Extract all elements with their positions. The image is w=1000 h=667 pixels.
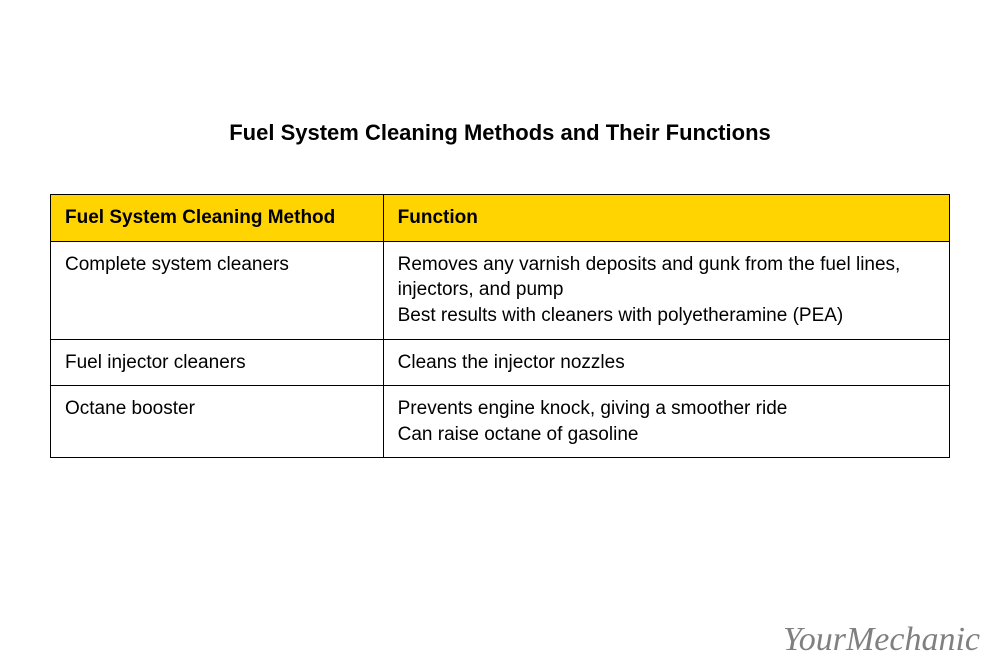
cell-method: Octane booster — [51, 386, 384, 458]
table-row: Complete system cleaners Removes any var… — [51, 241, 950, 339]
col-header-function: Function — [383, 195, 949, 242]
col-header-method: Fuel System Cleaning Method — [51, 195, 384, 242]
cell-function: Prevents engine knock, giving a smoother… — [383, 386, 949, 458]
content-container: Fuel System Cleaning Methods and Their F… — [50, 120, 950, 458]
function-line: Removes any varnish deposits and gunk fr… — [398, 254, 901, 301]
cell-method: Complete system cleaners — [51, 241, 384, 339]
function-line: Best results with cleaners with polyethe… — [398, 305, 844, 326]
cell-function: Cleans the injector nozzles — [383, 339, 949, 386]
function-line: Prevents engine knock, giving a smoother… — [398, 398, 788, 419]
function-line: Can raise octane of gasoline — [398, 424, 639, 445]
page-title: Fuel System Cleaning Methods and Their F… — [50, 120, 950, 146]
brand-watermark: YourMechanic — [783, 621, 980, 659]
table-row: Octane booster Prevents engine knock, gi… — [51, 386, 950, 458]
cell-method: Fuel injector cleaners — [51, 339, 384, 386]
table-row: Fuel injector cleaners Cleans the inject… — [51, 339, 950, 386]
table-header-row: Fuel System Cleaning Method Function — [51, 195, 950, 242]
methods-table: Fuel System Cleaning Method Function Com… — [50, 194, 950, 458]
function-line: Cleans the injector nozzles — [398, 352, 625, 373]
cell-function: Removes any varnish deposits and gunk fr… — [383, 241, 949, 339]
